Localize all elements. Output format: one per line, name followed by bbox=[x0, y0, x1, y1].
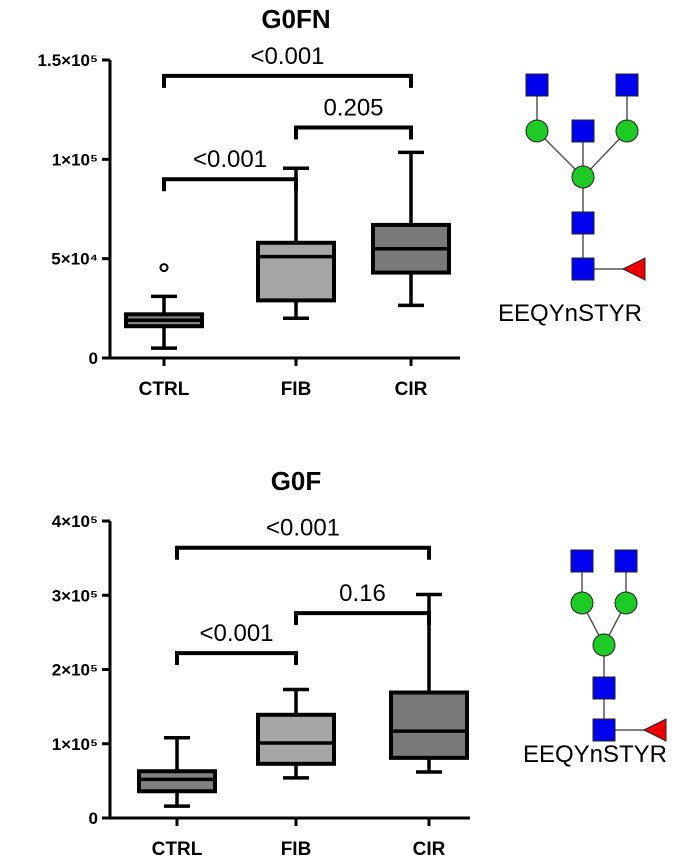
y-tick-label: 5×10⁴ bbox=[51, 250, 98, 269]
x-tick-label: CIR bbox=[395, 379, 428, 400]
p-value-label: <0.001 bbox=[199, 620, 273, 647]
y-tick-label: 1.5×10⁵ bbox=[38, 51, 98, 70]
x-tick-label: CTRL bbox=[139, 379, 190, 400]
significance-bracket: <0.001 bbox=[162, 43, 413, 88]
p-value-label: 0.16 bbox=[339, 580, 386, 607]
box-ctrl bbox=[124, 263, 204, 350]
peptide-label: EEQYnSTYR bbox=[498, 300, 642, 327]
glcnac-square-icon bbox=[592, 676, 616, 700]
mannose-circle-icon bbox=[615, 119, 639, 143]
significance-bracket: 0.16 bbox=[294, 580, 431, 626]
box-fib bbox=[256, 687, 336, 780]
fucose-triangle-icon bbox=[621, 257, 646, 281]
box-ctrl bbox=[137, 736, 217, 808]
p-value-label: <0.001 bbox=[193, 146, 267, 173]
bracket-line bbox=[162, 73, 413, 88]
outlier-point bbox=[159, 263, 169, 273]
fucose-triangle-icon bbox=[642, 718, 667, 742]
glcnac-square-icon bbox=[615, 73, 639, 97]
significance-bracket: <0.001 bbox=[175, 515, 431, 560]
significance-bracket: 0.205 bbox=[294, 95, 413, 140]
bracket-line bbox=[294, 125, 413, 140]
y-tick-label: 3×10⁵ bbox=[52, 586, 98, 605]
chart-panel-g0f: G0F 0 1×10⁵ 2×10⁵ 3×10⁵ 4×10⁵ CTRL FIB CIR <0.001… bbox=[52, 466, 667, 858]
mannose-circle-icon bbox=[614, 591, 638, 615]
bracket-line bbox=[175, 651, 298, 666]
bracket-line bbox=[294, 611, 431, 626]
box-iqr bbox=[256, 712, 336, 766]
p-value-label: <0.001 bbox=[266, 515, 340, 542]
y-tick-label: 2×10⁵ bbox=[52, 661, 98, 680]
mannose-circle-icon bbox=[570, 591, 594, 615]
box-cir bbox=[371, 150, 451, 308]
y-tick-label: 4×10⁵ bbox=[52, 512, 98, 531]
glcnac-square-icon bbox=[571, 119, 595, 143]
x-tick-label: FIB bbox=[281, 379, 312, 400]
glcnac-square-icon bbox=[592, 718, 616, 742]
y-tick-label: 1×10⁵ bbox=[52, 735, 98, 754]
x-tick-label: CIR bbox=[413, 839, 446, 858]
box-cir bbox=[389, 592, 469, 774]
box-fib bbox=[256, 166, 336, 321]
y-tick-label: 0 bbox=[89, 809, 98, 828]
glcnac-square-icon bbox=[571, 257, 595, 281]
glcnac-square-icon bbox=[614, 549, 638, 573]
box-iqr bbox=[256, 240, 336, 303]
significance-bracket: <0.001 bbox=[175, 620, 298, 666]
peptide-label: EEQYnSTYR bbox=[523, 741, 667, 768]
p-value-label: <0.001 bbox=[250, 43, 324, 70]
glycan-structure bbox=[570, 549, 667, 742]
box-iqr bbox=[389, 690, 469, 760]
mannose-circle-icon bbox=[571, 165, 595, 189]
mannose-circle-icon bbox=[525, 119, 549, 143]
glycan-structure bbox=[525, 73, 646, 281]
chart-panel-g0fn: G0FN 0 5×10⁴ 1×10⁵ 1.5×10⁵ CTRL FIB CIR <0.001 0.… bbox=[38, 4, 646, 400]
y-tick-label: 1×10⁵ bbox=[52, 150, 98, 169]
bracket-line bbox=[175, 545, 431, 560]
glcnac-square-icon bbox=[525, 73, 549, 97]
bracket-line bbox=[162, 177, 298, 192]
significance-bracket: <0.001 bbox=[162, 146, 298, 192]
p-value-label: 0.205 bbox=[323, 95, 383, 122]
box-iqr bbox=[137, 769, 217, 794]
x-tick-label: FIB bbox=[281, 839, 312, 858]
chart-title: G0F bbox=[271, 466, 322, 496]
y-tick-label: 0 bbox=[89, 349, 98, 368]
glcnac-square-icon bbox=[570, 549, 594, 573]
mannose-circle-icon bbox=[592, 633, 616, 657]
glcnac-square-icon bbox=[571, 211, 595, 235]
chart-title: G0FN bbox=[261, 4, 330, 34]
x-tick-label: CTRL bbox=[152, 839, 203, 858]
